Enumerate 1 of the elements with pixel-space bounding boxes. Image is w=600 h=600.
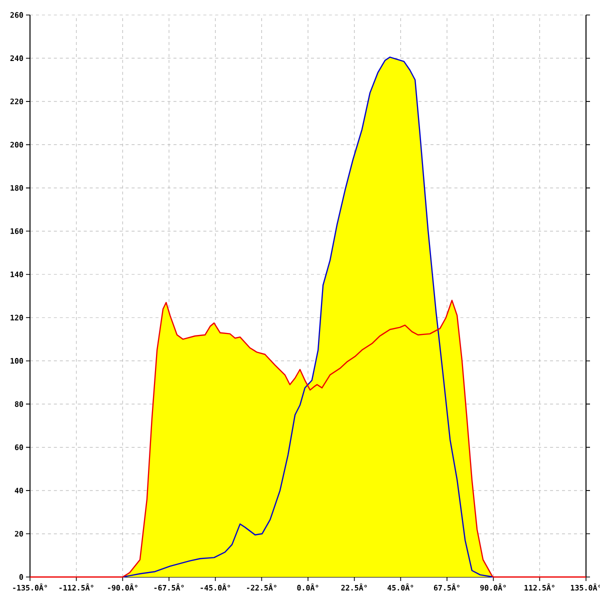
line-series — [122, 56, 494, 578]
